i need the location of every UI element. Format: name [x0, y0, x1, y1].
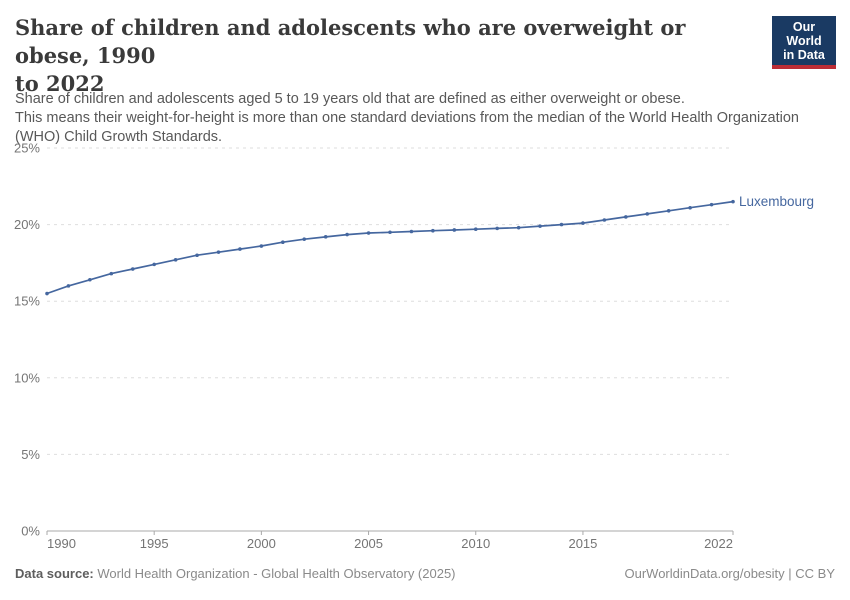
x-tick-label: 2010: [461, 536, 490, 551]
x-tick-label: 1990: [47, 536, 76, 551]
owid-logo-line-2: in Data: [783, 48, 825, 62]
data-point: [345, 232, 349, 237]
data-point: [259, 244, 264, 248]
x-tick-label: 1995: [140, 536, 169, 551]
y-tick-label: 15%: [14, 294, 40, 309]
data-point: [366, 231, 371, 235]
data-point: [323, 235, 328, 239]
data-source-label: Data source:: [15, 566, 94, 581]
chart-subtitle: Share of children and adolescents aged 5…: [15, 90, 827, 147]
data-point: [538, 224, 542, 228]
y-tick-label: 0%: [21, 524, 40, 539]
data-point: [45, 291, 49, 296]
chart-subtitle-wrap: This means their weight-for-height is mo…: [15, 110, 799, 145]
data-source: Data source: World Health Organization -…: [15, 566, 456, 581]
data-point: [473, 227, 478, 231]
data-point: [452, 228, 457, 232]
data-point: [88, 277, 92, 282]
x-tick-label: 2015: [568, 536, 597, 551]
data-point: [152, 262, 156, 267]
data-point: [173, 258, 178, 262]
data-line: [46, 200, 734, 295]
y-tick-label: 5%: [21, 447, 40, 462]
credit-link[interactable]: OurWorldinData.org/obesity | CC BY: [624, 566, 836, 581]
owid-logo-line-1: Our World: [786, 20, 822, 48]
chart-title: Share of children and adolescents who ar…: [15, 14, 760, 98]
data-point: [66, 284, 71, 288]
y-tick-label: 20%: [14, 217, 40, 232]
data-point: [431, 228, 435, 233]
data-point: [281, 240, 285, 245]
x-tick-label: 2000: [247, 536, 276, 551]
data-point: [516, 225, 521, 230]
data-point: [602, 218, 607, 222]
data-point: [302, 237, 307, 241]
data-point: [130, 267, 135, 271]
data-point: [688, 205, 692, 210]
y-tick-label: 10%: [14, 370, 40, 385]
y-tick-label: 25%: [14, 141, 40, 156]
data-source-text: World Health Organization - Global Healt…: [93, 566, 456, 581]
data-point: [216, 250, 221, 254]
chart-title-line-1: Share of children and adolescents who ar…: [15, 15, 686, 68]
entity-label-luxembourg: Luxembourg: [739, 194, 814, 209]
data-point: [195, 253, 199, 258]
data-point: [709, 202, 714, 207]
data-point: [109, 271, 114, 276]
data-point: [388, 230, 392, 235]
data-point: [559, 222, 564, 227]
chart-title-line-2: to 2022: [15, 71, 105, 96]
chart-footer: Data source: World Health Organization -…: [15, 566, 835, 581]
x-tick-label: 2022: [704, 536, 733, 551]
data-point: [666, 209, 671, 213]
x-tick-label: 2005: [354, 536, 383, 551]
data-point: [495, 226, 499, 231]
line-chart: 0% 5% 10% 15% 20% 25% 1990 1995 2000 2005 2010 2015…: [14, 141, 814, 552]
data-point: [645, 212, 650, 216]
owid-logo[interactable]: Our World in Data: [772, 16, 836, 69]
data-point: [409, 229, 414, 234]
chart-subtitle-line-1: Share of children and adolescents aged 5…: [15, 91, 685, 107]
data-point: [624, 215, 628, 219]
data-point: [731, 199, 735, 204]
data-point: [238, 247, 242, 251]
data-point: [581, 221, 585, 225]
